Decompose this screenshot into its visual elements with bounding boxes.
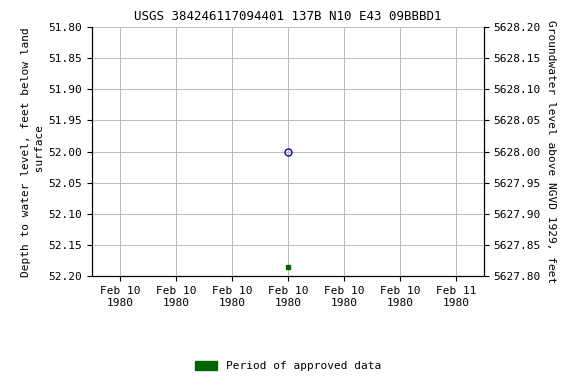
Y-axis label: Groundwater level above NGVD 1929, feet: Groundwater level above NGVD 1929, feet	[547, 20, 556, 283]
Y-axis label: Depth to water level, feet below land
 surface: Depth to water level, feet below land su…	[21, 27, 44, 276]
Title: USGS 384246117094401 137B N10 E43 09BBBD1: USGS 384246117094401 137B N10 E43 09BBBD…	[134, 10, 442, 23]
Legend: Period of approved data: Period of approved data	[191, 357, 385, 376]
